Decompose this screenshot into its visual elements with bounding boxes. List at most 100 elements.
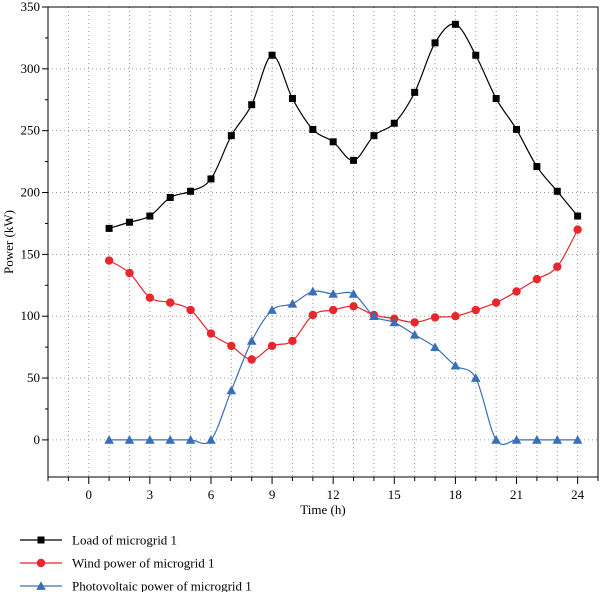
data-point-load [105,224,113,232]
x-axis-title: Time (h) [300,502,345,517]
x-tick-label: 24 [571,487,585,502]
data-point-pv [389,317,400,327]
data-point-load [146,212,154,220]
data-point-pv [491,435,501,444]
legend-marker-wind [36,558,46,568]
y-tick-label: 0 [34,432,41,447]
data-point-pv [104,435,114,444]
y-tick-label: 350 [21,0,41,14]
data-point-pv [287,299,298,308]
data-point-wind [186,305,195,315]
data-point-pv [511,435,522,444]
data-point-pv [308,286,318,296]
data-point-load [451,20,459,28]
data-point-pv [572,435,583,444]
data-point-load [166,193,174,201]
data-point-wind [145,293,155,302]
axis-ticks: 0 3 6 9 12 15 18 21 24 0 50 100 150 200 250 300 350 [21,0,599,502]
series-pv [104,286,583,446]
data-point-wind [349,302,358,311]
x-tick-label: 3 [147,487,154,502]
data-point-load [513,125,521,133]
x-tick-label: 18 [449,487,462,502]
data-point-wind [288,336,297,346]
x-tick-label: 6 [208,487,215,502]
data-point-load [125,218,133,226]
data-point-pv [348,289,359,298]
data-point-pv [124,435,135,444]
series-load [105,20,582,232]
x-tick-label: 12 [327,487,340,502]
data-point-load [370,132,378,140]
data-point-wind [471,305,480,315]
data-point-pv [409,329,420,339]
data-point-load [288,95,296,103]
legend-marker-pv [36,581,46,590]
plot-frame [47,6,599,478]
data-point-wind [227,341,236,351]
data-point-wind [491,298,501,307]
data-point-load [574,212,582,220]
data-point-pv [145,435,155,444]
data-point-pv [369,311,379,321]
data-point-wind [532,274,542,284]
grid-lines [47,7,599,477]
data-point-wind [125,268,134,278]
data-point-wind [512,287,521,296]
data-point-load [248,101,256,109]
y-tick-label: 50 [27,370,40,385]
data-point-pv [328,289,338,298]
series-line-pv [109,290,578,446]
data-point-wind [430,313,440,322]
data-point-pv [470,373,481,382]
data-point-load [472,51,480,59]
x-tick-label: 21 [510,487,523,502]
data-point-pv [267,305,277,314]
y-tick-label: 200 [21,185,41,200]
data-point-load [533,163,541,171]
y-tick-label: 100 [21,308,41,323]
data-point-wind [104,256,114,265]
data-point-wind [410,318,419,327]
y-tick-label: 250 [21,123,41,138]
data-point-pv [430,342,440,351]
data-point-pv [532,435,542,444]
x-tick-label: 9 [269,487,276,502]
data-point-load [309,125,317,133]
legend-marker-load [37,536,45,544]
x-tick-label: 15 [388,487,401,502]
data-point-load [227,132,235,140]
data-point-pv [206,435,216,444]
data-point-pv [450,360,461,370]
series-line-load [108,23,579,229]
data-point-wind [328,305,338,315]
data-point-load [431,39,439,47]
x-tick-label: 0 [85,487,92,502]
data-point-load [207,175,215,183]
legend-label-load: Load of microgrid 1 [72,533,177,548]
data-point-pv [185,435,196,444]
y-tick-label: 150 [21,246,41,261]
data-point-pv [165,435,176,444]
legend: Load of microgrid 1 Wind power of microgr… [20,533,252,592]
legend-label-wind: Wind power of microgrid 1 [72,556,214,571]
data-point-pv [226,385,237,395]
data-point-load [350,156,358,164]
data-point-load [187,187,195,195]
legend-label-pv: Photovoltaic power of microgrid 1 [72,579,252,592]
data-point-wind [267,341,277,351]
data-point-wind [573,225,582,234]
series-line-wind [108,229,579,361]
data-point-wind [308,310,318,320]
data-point-load [268,51,276,59]
y-axis-title: Power (kW) [1,210,16,274]
data-point-load [329,138,337,146]
data-point-wind [247,355,256,364]
data-point-load [411,88,419,96]
data-point-load [390,119,398,127]
data-point-wind [206,329,216,338]
data-point-load [553,187,561,195]
data-point-pv [246,336,257,345]
